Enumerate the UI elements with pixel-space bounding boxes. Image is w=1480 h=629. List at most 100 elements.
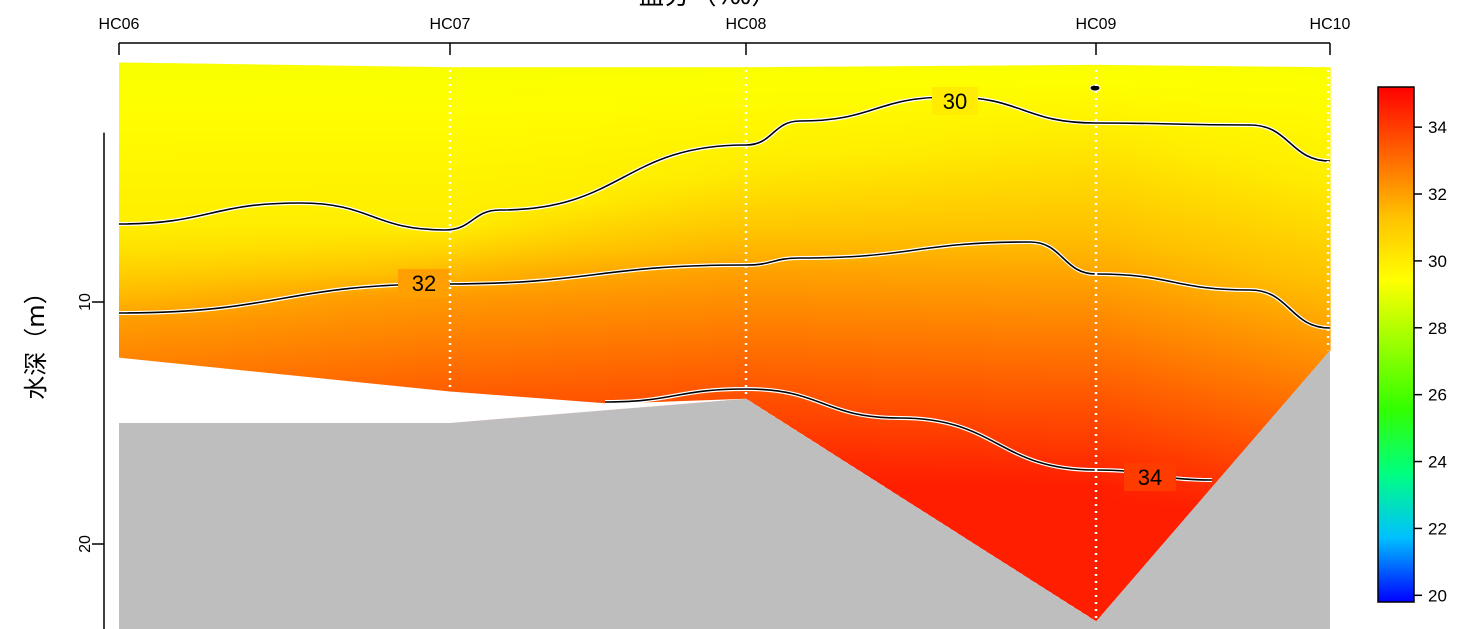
water-strip <box>775 67 784 422</box>
water-strip <box>797 66 805 436</box>
water-strip <box>1232 66 1238 464</box>
water-strip <box>201 63 210 423</box>
water-strip <box>524 67 531 417</box>
colorbar-tick-label: 26 <box>1428 386 1447 405</box>
water-strip <box>833 66 842 460</box>
water-strip <box>208 63 217 423</box>
y-axis: 10 20 <box>77 132 105 629</box>
water-strip <box>139 62 148 423</box>
water-strip <box>517 67 525 418</box>
colorbar-tick-label: 32 <box>1428 185 1447 204</box>
water-strip <box>1008 65 1017 571</box>
station-label: HC07 <box>430 16 471 33</box>
water-strip <box>325 65 334 423</box>
water-strip <box>913 66 922 511</box>
water-strip <box>277 64 286 423</box>
water-strip <box>957 65 966 538</box>
water-strip <box>174 63 182 423</box>
water-strip <box>548 67 556 415</box>
water-strip <box>1120 65 1126 594</box>
water-strip <box>436 67 444 423</box>
y-tick-label: 20 <box>77 535 94 553</box>
water-strip <box>678 67 685 405</box>
water-strip <box>1030 65 1039 585</box>
water-strip <box>318 65 327 423</box>
water-strip <box>1252 66 1258 441</box>
water-strip <box>153 62 161 424</box>
water-strip <box>935 65 944 525</box>
water-strip <box>641 67 648 408</box>
water-strip <box>1096 64 1102 622</box>
water-strip <box>942 65 951 529</box>
water-strip <box>804 66 813 441</box>
colorbar-tick-label: 22 <box>1428 519 1447 538</box>
water-strip <box>1169 65 1175 537</box>
water-strip <box>964 65 973 543</box>
water-strip <box>270 64 279 423</box>
water-strip <box>1291 66 1297 396</box>
colorbar-tick-label: 20 <box>1428 586 1447 605</box>
water-strip <box>715 67 722 402</box>
contour-label: 34 <box>1138 465 1162 490</box>
water-strip <box>906 66 915 506</box>
water-strip <box>647 67 655 407</box>
water-strip <box>862 66 871 478</box>
water-strip <box>972 65 980 548</box>
water-strip <box>702 67 710 403</box>
water-strip <box>1227 66 1234 469</box>
colorbar-tick-label: 34 <box>1428 118 1447 137</box>
water-strip <box>243 64 251 424</box>
water-strip <box>401 66 410 423</box>
water-strip <box>394 66 403 423</box>
water-strip <box>450 67 457 423</box>
water-strip <box>653 67 661 407</box>
water-strip <box>1271 66 1277 419</box>
water-strip <box>387 66 396 423</box>
water-strip <box>530 67 537 417</box>
water-strip <box>690 67 698 404</box>
seabed-area <box>119 350 1330 629</box>
water-strip <box>374 66 382 424</box>
station-label: HC08 <box>726 16 767 33</box>
contour-label-bg <box>398 269 450 297</box>
water-strip <box>665 67 673 406</box>
colorbar-gradient <box>1377 86 1415 603</box>
water-strip <box>1159 65 1165 549</box>
water-strip <box>921 66 929 515</box>
water-strip <box>1217 66 1224 481</box>
contour-label-bg <box>1124 463 1176 491</box>
water-strip <box>840 66 849 464</box>
water-strip <box>468 67 476 422</box>
water-strip <box>554 67 562 415</box>
water-strip <box>119 62 127 423</box>
water-strip <box>222 63 230 424</box>
water-strip <box>443 67 451 423</box>
water-strip <box>263 64 272 423</box>
contour-label-bg <box>932 87 978 115</box>
water-strip <box>1105 64 1112 611</box>
water-strip <box>1305 67 1312 379</box>
water-strip <box>511 67 519 418</box>
water-strip <box>1023 65 1031 580</box>
water-strip <box>187 63 196 423</box>
water-strip <box>628 67 636 409</box>
water-strip <box>1164 65 1170 543</box>
water-strip <box>1188 65 1195 515</box>
water-strip <box>616 67 624 410</box>
water-strip <box>1001 65 1010 566</box>
water-strip <box>1178 65 1185 526</box>
water-strip <box>542 67 550 416</box>
water-strip <box>194 63 203 423</box>
water-strip <box>1242 66 1248 453</box>
water-strip <box>826 66 835 455</box>
water-strip <box>1044 65 1053 594</box>
water-strip <box>1037 65 1046 589</box>
water-strip <box>256 64 265 423</box>
water-strip <box>877 66 886 487</box>
water-strip <box>884 66 893 492</box>
water-strip <box>1015 65 1024 576</box>
water-strip <box>979 65 988 552</box>
water-strip <box>125 62 134 423</box>
water-strip <box>487 67 494 420</box>
contour-label: 32 <box>412 271 436 296</box>
